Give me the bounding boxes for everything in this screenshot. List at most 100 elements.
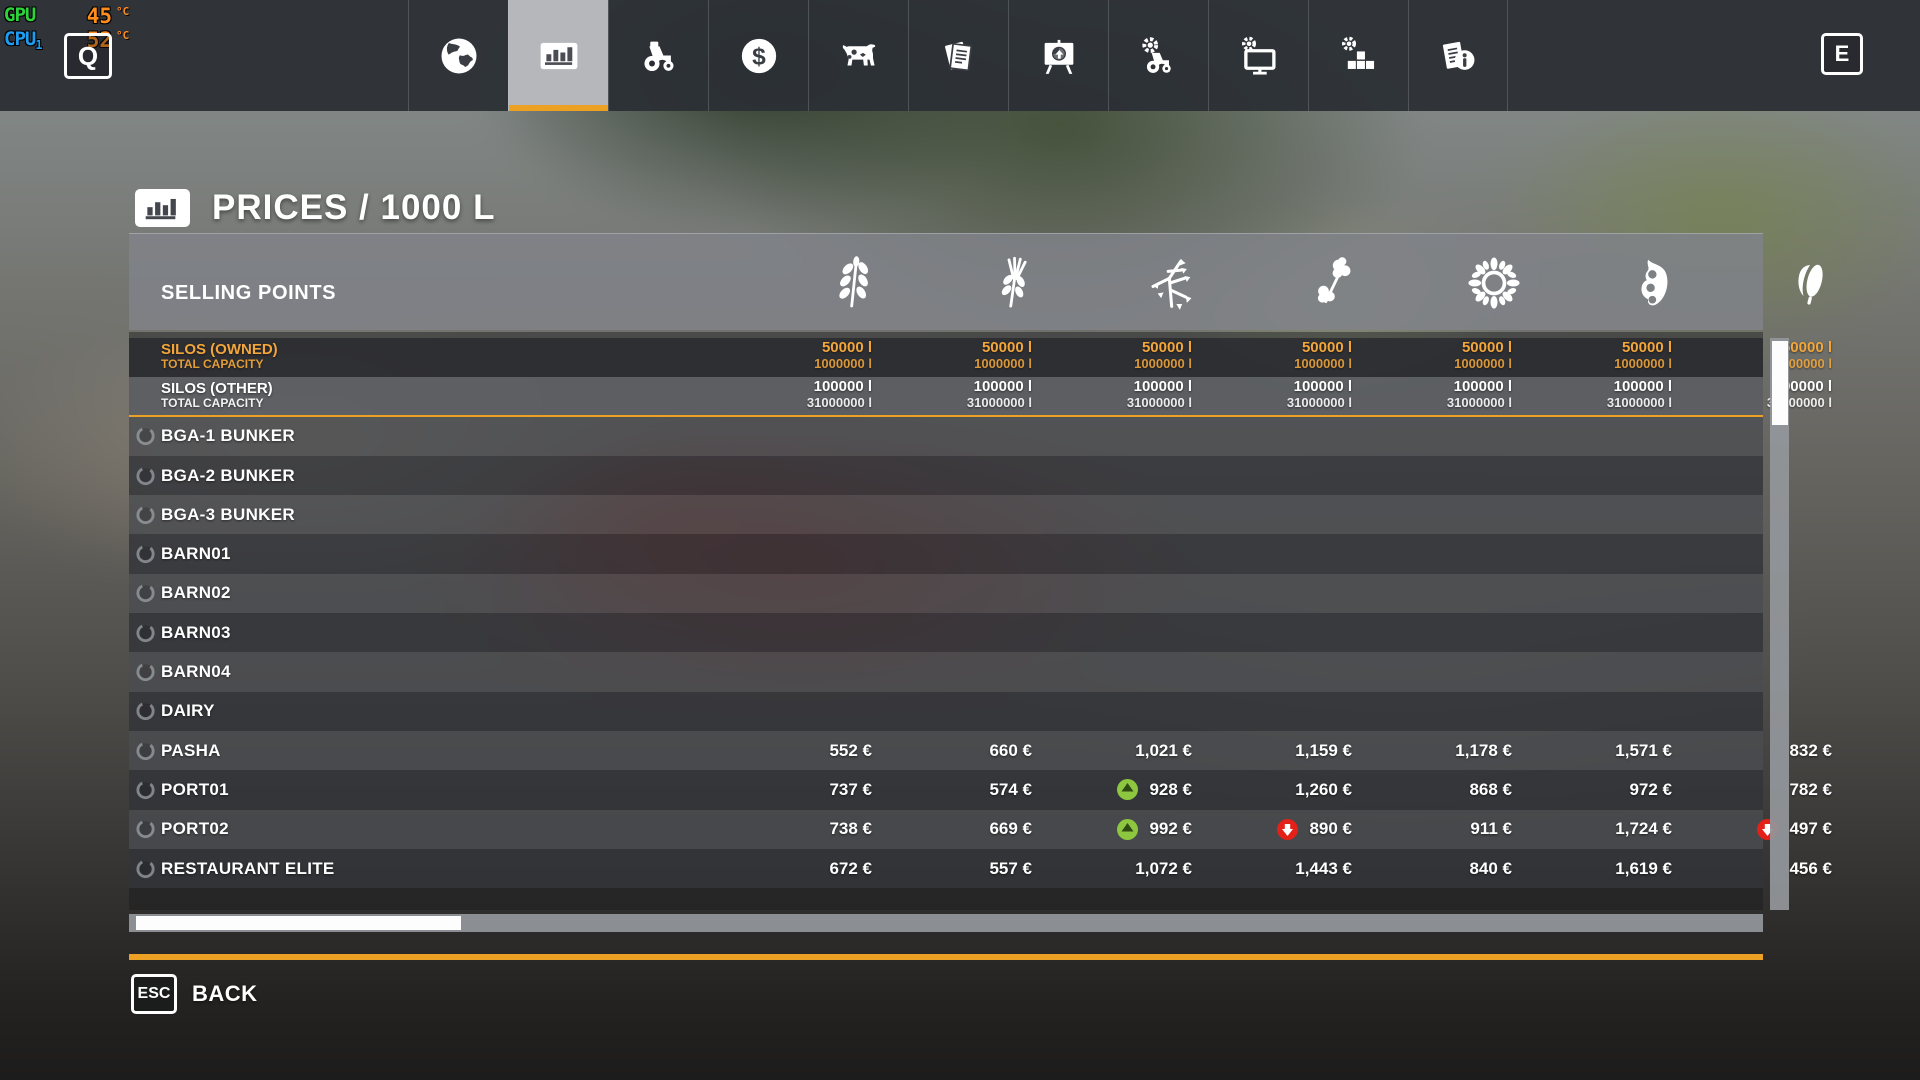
selling-point-row[interactable]: BARN04 <box>129 652 1763 692</box>
horizontal-scrollbar-thumb[interactable] <box>136 916 461 930</box>
silo-capacity-label: TOTAL CAPACITY <box>161 356 264 371</box>
hotspot-icon <box>135 622 156 643</box>
price-value: 574 € <box>989 779 1032 799</box>
column-wheat[interactable] <box>774 234 934 331</box>
soybean-icon <box>1626 255 1682 311</box>
cpu-temp-row: CPU1 52 °C <box>4 28 224 52</box>
column-soybean[interactable] <box>1574 234 1734 331</box>
price-cell <box>1734 456 1894 495</box>
key-hint-e[interactable]: E <box>1821 33 1863 75</box>
stats-icon <box>538 35 580 77</box>
nav-tab-animals[interactable] <box>808 0 908 111</box>
price-cell <box>1094 613 1254 652</box>
selling-point-row[interactable]: BGA-3 BUNKER <box>129 495 1763 535</box>
price-value: 1,443 € <box>1295 858 1352 878</box>
nav-tab-contracts[interactable] <box>908 0 1008 111</box>
price-cell <box>1254 495 1414 534</box>
silo-fill-amount: 50000 l <box>1621 339 1672 356</box>
price-cell <box>1094 456 1254 495</box>
price-cell <box>934 456 1094 495</box>
price-value: 782 € <box>1789 779 1832 799</box>
selling-point-row[interactable]: BGA-1 BUNKER <box>129 416 1763 456</box>
column-cotton[interactable] <box>1254 234 1414 331</box>
selling-point-row[interactable]: DAIRY <box>129 691 1763 731</box>
key-e-label: E <box>1834 41 1850 66</box>
silo-fill-amount: 100000 l <box>813 378 872 396</box>
hardware-osd: GPU 45 °C CPU1 52 °C <box>4 4 224 52</box>
horizontal-scrollbar[interactable] <box>129 914 1763 932</box>
price-cell <box>1414 613 1574 652</box>
cotton-icon <box>1306 255 1362 311</box>
nav-tab-vehicles[interactable] <box>608 0 708 111</box>
price-cell <box>1094 574 1254 613</box>
selling-point-name: BGA-1 BUNKER <box>161 426 295 446</box>
silo-row[interactable]: SILOS (OTHER) TOTAL CAPACITY 100000 l 310… <box>129 377 1832 417</box>
selling-point-row[interactable]: PORT02 738 € 669 € 992 € 890 € 911 € 1,724 € 4… <box>129 809 1832 849</box>
vertical-scrollbar[interactable] <box>1770 338 1789 910</box>
column-sunflower[interactable] <box>1414 234 1574 331</box>
key-hint-q[interactable]: Q <box>64 33 112 79</box>
silo-total-capacity: 31000000 l <box>1606 394 1672 410</box>
price-cell <box>1734 692 1894 731</box>
price-cell: 992 € <box>1094 810 1254 849</box>
selling-point-name: BGA-2 BUNKER <box>161 465 295 485</box>
nav-tab-map[interactable] <box>408 0 508 111</box>
selling-point-row[interactable]: PORT01 737 € 574 € 928 € 1,260 € 868 € 972 € 7… <box>129 770 1832 810</box>
selling-point-row[interactable]: BARN03 <box>129 613 1763 653</box>
nav-tab-production[interactable] <box>1008 0 1108 111</box>
column-corn[interactable] <box>1734 234 1894 331</box>
price-cell: 1,443 € <box>1254 849 1414 888</box>
doc-info-icon <box>1437 35 1479 77</box>
price-value: 992 € <box>1149 819 1192 839</box>
price-cell <box>1094 692 1254 731</box>
price-cell <box>1254 652 1414 691</box>
price-value: 497 € <box>1789 819 1832 839</box>
price-cell <box>1254 534 1414 573</box>
price-value: 832 € <box>1789 740 1832 760</box>
price-cell <box>934 574 1094 613</box>
gpu-temp-unit: °C <box>116 5 130 18</box>
price-cell <box>1094 534 1254 573</box>
selling-point-row[interactable]: BGA-2 BUNKER <box>129 455 1763 496</box>
tractor-icon <box>638 35 680 77</box>
silo-total-capacity: 1000000 l <box>1454 355 1512 371</box>
nav-tab-help[interactable] <box>1408 0 1508 111</box>
silo-name: SILOS (OWNED) <box>161 341 278 358</box>
nav-tab-finances[interactable] <box>708 0 808 111</box>
esc-key[interactable]: ESC <box>131 974 177 1014</box>
corn-icon <box>1786 255 1842 311</box>
nav-tab-garage[interactable] <box>1108 0 1208 111</box>
column-canola[interactable] <box>1094 234 1254 331</box>
key-q-label: Q <box>77 40 99 71</box>
nav-tab-prices[interactable] <box>508 0 608 111</box>
selling-point-name: BGA-3 BUNKER <box>161 504 295 524</box>
price-value: 868 € <box>1469 779 1512 799</box>
silo-row[interactable]: SILOS (OWNED) TOTAL CAPACITY 50000 l 1000… <box>129 338 1832 378</box>
vertical-scrollbar-thumb[interactable] <box>1771 341 1788 425</box>
globe-icon <box>438 35 480 77</box>
hotspot-icon <box>135 544 156 565</box>
nav-tab-game-settings[interactable] <box>1308 0 1408 111</box>
silo-fill-amount: 50000 l <box>1461 339 1512 356</box>
silo-total-capacity: 1000000 l <box>814 355 872 371</box>
silo-total-capacity: 1000000 l <box>1134 355 1192 371</box>
selling-point-name: DAIRY <box>161 701 215 721</box>
selling-point-row[interactable]: PASHA 552 € 660 € 1,021 € 1,159 € 1,178 € 1,5… <box>129 730 1832 771</box>
hotspot-icon <box>135 819 156 840</box>
price-cell <box>934 692 1094 731</box>
selling-point-row[interactable]: BARN01 <box>129 534 1763 574</box>
selling-point-row[interactable]: RESTAURANT ELITE 672 € 557 € 1,072 € 1,443 … <box>129 848 1832 889</box>
price-cell <box>1254 692 1414 731</box>
column-barley[interactable] <box>934 234 1094 331</box>
price-value: 928 € <box>1149 779 1192 799</box>
selling-point-row[interactable]: BARN02 <box>129 573 1763 614</box>
price-cell: 456 € <box>1734 849 1894 888</box>
price-value: 552 € <box>829 740 872 760</box>
nav-tab-general-settings[interactable] <box>1208 0 1308 111</box>
price-cell: 497 € <box>1734 810 1894 849</box>
hotspot-icon <box>135 701 156 722</box>
price-cell: 782 € <box>1734 770 1894 809</box>
hotspot-icon <box>135 583 156 604</box>
price-value: 1,159 € <box>1295 740 1352 760</box>
silo-fill-amount: 100000 l <box>1133 378 1192 396</box>
